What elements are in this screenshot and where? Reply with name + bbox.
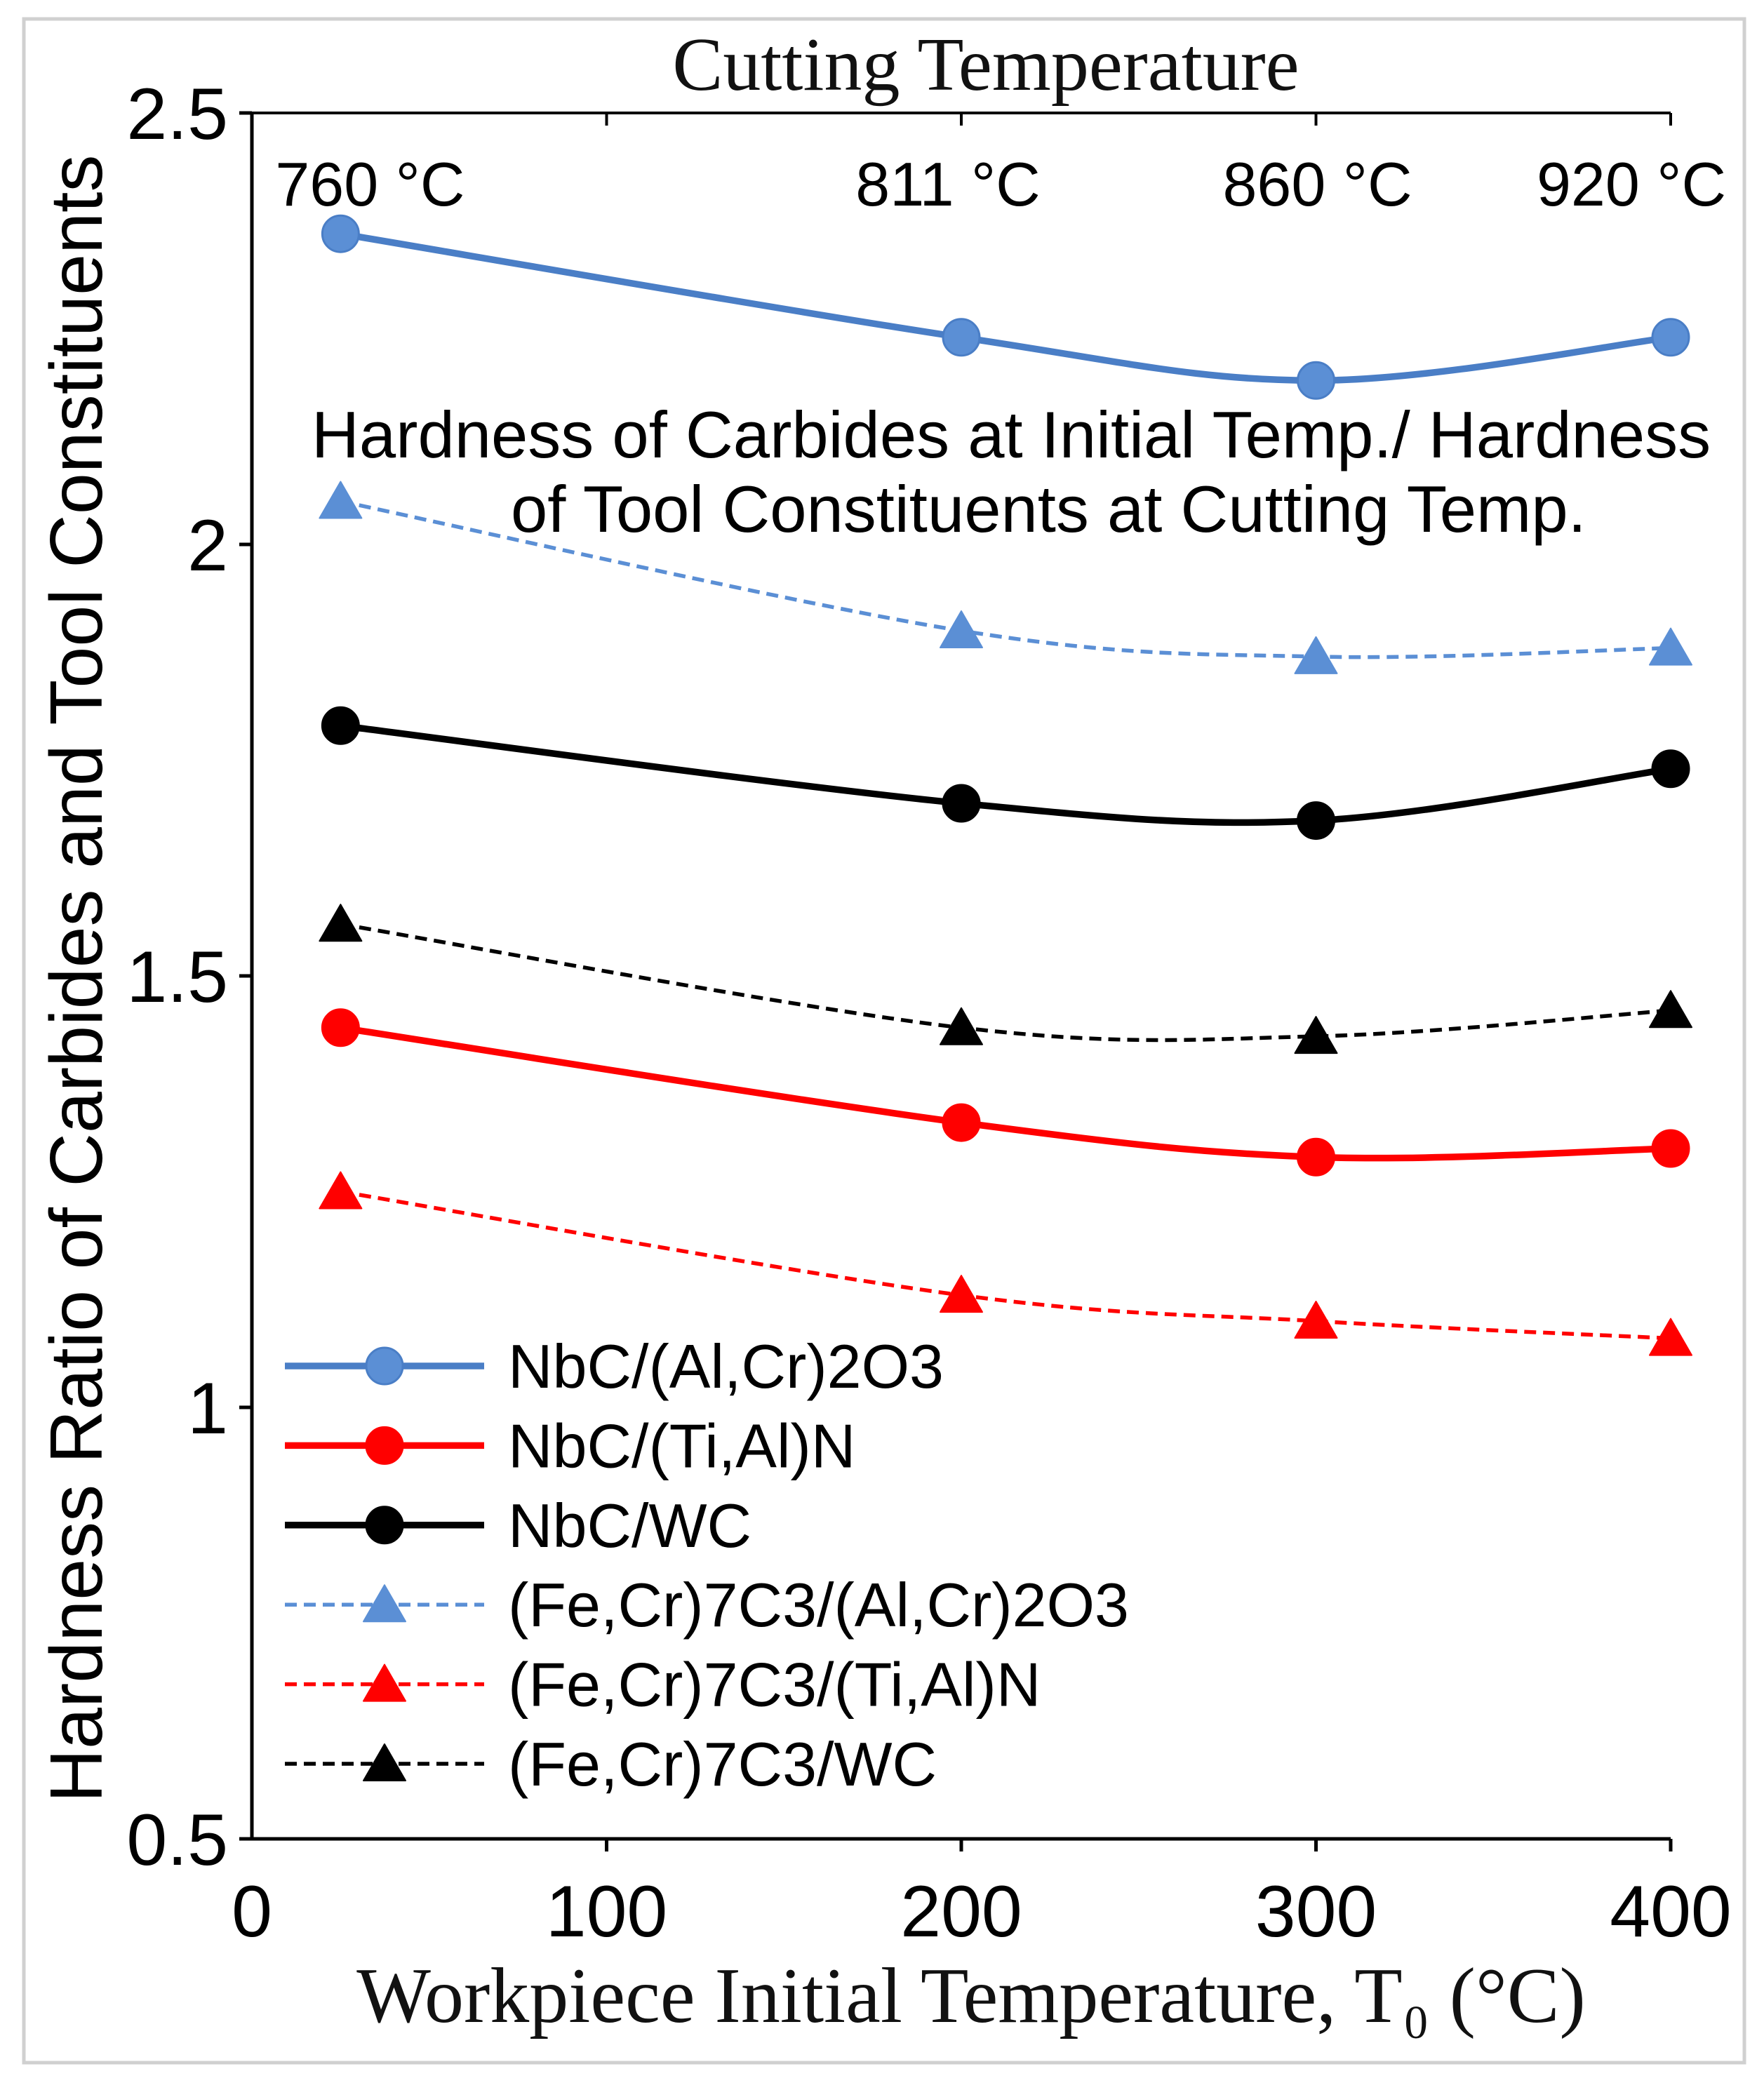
x-tick-label: 400 [1610,1871,1732,1953]
legend-entry-fe-cr-7c3-ti-al-n: (Fe,Cr)7C3/(Ti,Al)N [285,1650,1041,1720]
top-tick-label: 760 °C [275,149,465,219]
data-point-fe-cr-7c3-ti-al-n-300 [1294,1301,1338,1339]
legend-label: NbC/(Ti,Al)N [508,1411,855,1480]
y-tick-label: 2 [187,505,228,587]
data-point-nbc-wc-200 [942,784,981,823]
series-fe-cr-7c3-wc [319,904,1692,1054]
data-point-fe-cr-7c3-al-cr-2o3-400 [1649,627,1692,666]
series-line-fe-cr-7c3-al-cr-2o3 [340,499,1671,659]
data-point-fe-cr-7c3-al-cr-2o3-300 [1294,636,1338,674]
data-point-fe-cr-7c3-wc-300 [1294,1016,1338,1054]
legend-swatch-marker [363,1663,406,1702]
series-fe-cr-7c3-al-cr-2o3 [319,481,1692,674]
legend-swatch-marker [365,1426,404,1465]
top-tick-label: 811 °C [855,149,1040,219]
annotation-line: Hardness of Carbides at Initial Temp./ H… [312,398,1711,471]
legend-swatch-marker [363,1584,406,1623]
y-tick-label: 1.5 [126,937,228,1018]
legend: NbC/(Al,Cr)2O3 NbC/(Ti,Al)N NbC/WC (Fe,Cr)7… [285,1332,1129,1799]
data-point-fe-cr-7c3-ti-al-n-400 [1649,1318,1692,1356]
data-point-nbc-wc-400 [1651,749,1690,789]
annotation: Hardness of Carbides at Initial Temp./ H… [312,398,1711,546]
legend-swatch-marker [365,1506,404,1545]
x-tick-label: 100 [546,1871,668,1953]
data-point-fe-cr-7c3-al-cr-2o3-200 [940,610,983,648]
x-tick-label: 200 [900,1871,1022,1953]
series-line-nbc-al-cr-2o3 [340,230,1671,384]
data-point-nbc-wc-300 [1297,801,1335,840]
y-axis-title: Hardness Ratio of Carbides and Tool Cons… [35,154,118,1802]
data-point-nbc-al-cr-2o3-200 [942,318,981,357]
series-nbc-wc [321,706,1690,840]
legend-entry-fe-cr-7c3-al-cr-2o3: (Fe,Cr)7C3/(Al,Cr)2O3 [285,1570,1129,1640]
y-tick-label: 2.5 [126,74,228,155]
data-point-nbc-al-cr-2o3-400 [1651,318,1690,357]
data-point-fe-cr-7c3-wc-400 [1649,990,1692,1029]
x-axis-title: Workpiece Initial Temperature, T₀ (°C) [356,1953,1586,2040]
data-point-fe-cr-7c3-al-cr-2o3-25 [319,481,363,519]
legend-entry-fe-cr-7c3-wc: (Fe,Cr)7C3/WC [285,1729,937,1799]
legend-entry-nbc-wc: NbC/WC [285,1491,751,1560]
series-fe-cr-7c3-ti-al-n [319,1171,1692,1356]
legend-swatch-marker [363,1743,406,1781]
data-point-fe-cr-7c3-wc-25 [319,904,363,942]
top-axis-title: Cutting Temperature [672,23,1299,107]
data-point-nbc-ti-al-n-400 [1651,1129,1690,1168]
x-tick-label: 0 [232,1871,272,1953]
legend-entry-nbc-al-cr-2o3: NbC/(Al,Cr)2O3 [285,1332,944,1401]
axes: 0.5 1 1.5 2 2.5 0 100 200 300 400 760 °C 811 °C 860 … [126,74,1731,1953]
legend-label: NbC/(Al,Cr)2O3 [508,1332,944,1401]
top-tick-label: 860 °C [1222,149,1412,219]
legend-entry-nbc-ti-al-n: NbC/(Ti,Al)N [285,1411,855,1480]
series-line-fe-cr-7c3-wc [340,922,1671,1043]
data-point-nbc-al-cr-2o3-300 [1297,361,1335,400]
y-tick-label: 0.5 [126,1800,228,1881]
data-point-nbc-al-cr-2o3-25 [321,214,360,253]
annotation-line: of Tool Constituents at Cutting Temp. [511,472,1586,546]
y-tick-label: 1 [187,1368,228,1449]
legend-label: (Fe,Cr)7C3/WC [508,1729,937,1799]
series-nbc-al-cr-2o3 [321,214,1690,400]
x-tick-label: 300 [1255,1871,1377,1953]
data-point-fe-cr-7c3-wc-200 [940,1007,983,1045]
data-point-fe-cr-7c3-ti-al-n-200 [940,1275,983,1313]
series-nbc-ti-al-n [321,1008,1690,1177]
top-tick-label: 920 °C [1537,149,1726,219]
series-line-nbc-ti-al-n [340,1024,1671,1162]
legend-label: (Fe,Cr)7C3/(Ti,Al)N [508,1650,1041,1720]
data-point-nbc-ti-al-n-200 [942,1103,981,1142]
legend-label: (Fe,Cr)7C3/(Al,Cr)2O3 [508,1570,1129,1640]
data-point-nbc-ti-al-n-300 [1297,1137,1335,1177]
data-point-nbc-ti-al-n-25 [321,1008,360,1047]
data-point-fe-cr-7c3-ti-al-n-25 [319,1171,363,1210]
series-line-nbc-wc [340,722,1671,826]
series-line-fe-cr-7c3-ti-al-n [340,1189,1671,1341]
legend-label: NbC/WC [508,1491,751,1560]
chart-area-border [22,17,1746,2065]
legend-swatch-marker [365,1346,404,1386]
data-point-nbc-wc-25 [321,706,360,745]
